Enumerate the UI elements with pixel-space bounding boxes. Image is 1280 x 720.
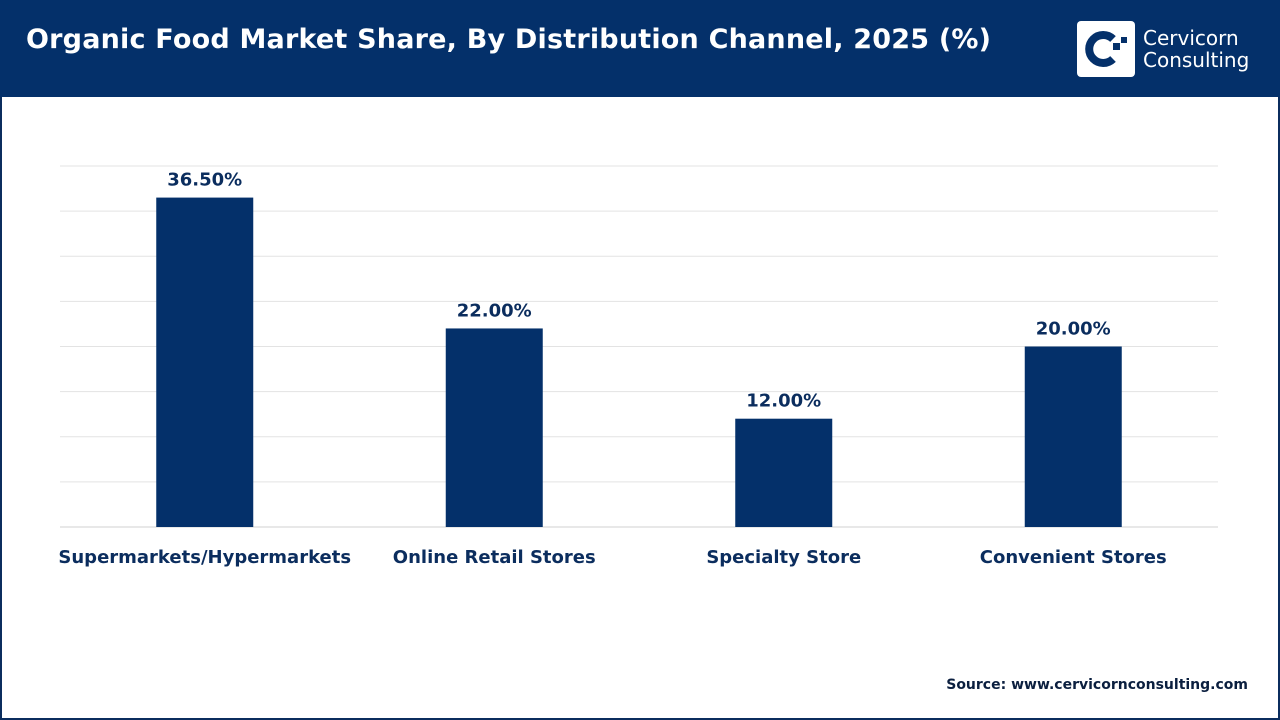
logo-mark-icon — [1077, 21, 1135, 77]
x-tick-label: Supermarkets/Hypermarkets — [58, 547, 351, 568]
data-label: 20.00% — [1036, 319, 1111, 340]
logo-text-line1: Cervicorn — [1143, 26, 1239, 50]
source-note: Source: www.cervicornconsulting.com — [946, 677, 1248, 693]
company-logo: Cervicorn Consulting — [1077, 21, 1249, 77]
bar — [156, 197, 254, 527]
header-bar: Organic Food Market Share, By Distributi… — [0, 0, 1280, 97]
x-tick-label: Convenient Stores — [980, 547, 1167, 568]
bar — [445, 328, 543, 527]
bar — [1024, 346, 1122, 527]
data-label: 22.00% — [457, 300, 532, 321]
data-label: 36.50% — [167, 170, 242, 191]
chart-title: Organic Food Market Share, By Distributi… — [26, 24, 992, 55]
x-tick-label: Specialty Store — [706, 547, 861, 568]
bar — [735, 418, 833, 527]
data-label: 12.00% — [746, 391, 821, 412]
x-tick-label: Online Retail Stores — [393, 547, 596, 568]
logo-text-line2: Consulting — [1143, 48, 1250, 72]
